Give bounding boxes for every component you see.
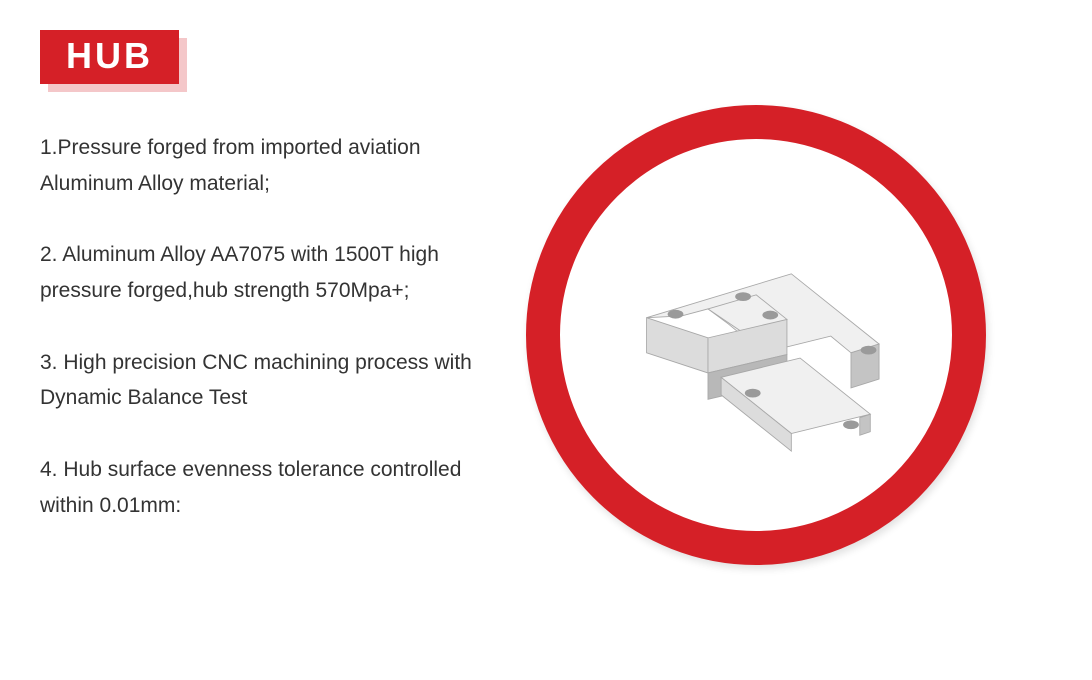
part-hole xyxy=(735,292,751,301)
title-text: HUB xyxy=(66,35,153,76)
part-lower-fork-endcap xyxy=(860,414,871,435)
feature-item: 4. Hub surface evenness tolerance contro… xyxy=(40,452,480,523)
title-badge: HUB xyxy=(40,30,179,84)
feature-item: 3. High precision CNC machining process … xyxy=(40,345,480,416)
feature-item: 1.Pressure forged from imported aviation… xyxy=(40,130,480,201)
part-hole xyxy=(762,310,778,319)
product-circle-frame xyxy=(526,105,986,565)
part-hole xyxy=(667,310,683,319)
feature-list: 1.Pressure forged from imported aviation… xyxy=(40,130,480,560)
part-front-face-main xyxy=(646,317,707,372)
part-hole xyxy=(745,389,761,398)
part-hole xyxy=(860,346,876,355)
part-hole xyxy=(843,420,859,429)
feature-item: 2. Aluminum Alloy AA7075 with 1500T high… xyxy=(40,237,480,308)
hub-part-illustration xyxy=(572,151,940,519)
